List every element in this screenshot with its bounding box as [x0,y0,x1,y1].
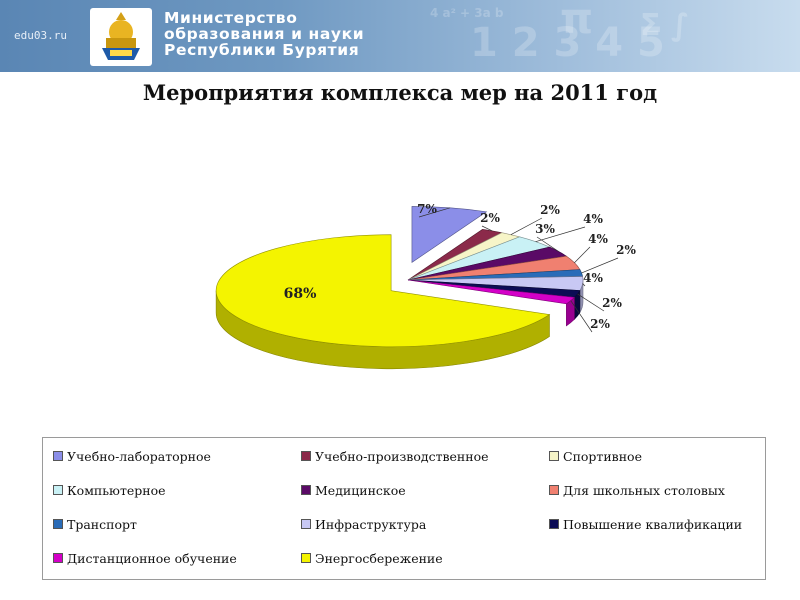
legend-label: Учебно-лабораторное [67,448,211,464]
legend-label: Инфраструктура [315,516,427,532]
slide-title: Мероприятия комплекса мер на 2011 год [142,80,658,105]
data-label: 2% [616,243,636,257]
leader-line [577,293,605,312]
legend-swatch [53,451,63,461]
legend-label: Повышение квалификации [563,516,743,532]
legend-item: Инфраструктура [301,515,426,533]
data-label: 68% [284,286,317,302]
leader-line [582,283,586,287]
ministry-line-3: Республики Бурятия [164,41,360,59]
ministry-line-1: Министерство [164,9,298,27]
data-label: 3% [535,222,555,236]
emblem-logo [90,8,152,66]
leader-line [481,225,493,232]
site-url[interactable]: edu03.ru [14,29,67,42]
legend-swatch [549,451,559,461]
legend-label: Компьютерное [67,482,166,498]
legend-swatch [53,519,63,529]
data-label: 2% [602,296,622,310]
data-label: 2% [590,317,610,331]
leader-line [535,226,586,243]
data-label: 2% [480,211,500,225]
legend-item: Компьютерное [53,481,166,499]
ministry-line-2: образования и науки [164,25,365,43]
data-label: 4% [588,232,608,246]
leader-line [570,300,593,333]
legend-label: Дистанционное обучение [67,550,237,566]
legend-label: Спортивное [563,448,642,464]
legend-item: Для школьных столовых [549,481,725,499]
legend-swatch [301,451,311,461]
legend-item: Медицинское [301,481,406,499]
legend-item: Спортивное [549,447,642,465]
data-label: 7% [417,202,437,216]
legend-swatch [53,553,63,563]
legend-item: Транспорт [53,515,137,533]
header-banner: 4 a² + 3a b 1 2 3 4 5 π Σ ∫ edu03.ru Мин… [0,0,800,72]
legend-swatch [301,553,311,563]
data-label: 4% [583,271,603,285]
chart-legend: Учебно-лабораторное Учебно-производственн… [42,437,766,580]
legend-label: Для школьных столовых [563,482,725,498]
legend-swatch [301,519,311,529]
legend-label: Медицинское [315,482,406,498]
leader-line [574,246,591,263]
leader-line [418,207,451,218]
legend-swatch [301,485,311,495]
legend-swatch [549,519,559,529]
pie-slice [215,234,551,348]
legend-swatch [549,485,559,495]
legend-label: Учебно-производственное [315,448,489,464]
data-label: 4% [583,212,603,226]
leader-line [510,217,543,236]
leader-line [581,257,619,274]
legend-item: Повышение квалификации [549,515,742,533]
legend-item: Учебно-лабораторное [53,447,211,465]
legend-label: Транспорт [67,516,137,532]
pie-chart: 7% 2% 2% 4% 3% 4% 2% 4% 2% 2% 68% [215,202,636,370]
leader-line [536,236,559,252]
legend-label: Энергосбережение [315,550,443,566]
ministry-name: Министерство образования и науки Республ… [164,10,364,58]
legend-swatch [53,485,63,495]
legend-item: Энергосбережение [301,549,443,567]
data-label: 2% [540,203,560,217]
legend-item: Учебно-производственное [301,447,489,465]
legend-item: Дистанционное обучение [53,549,237,567]
